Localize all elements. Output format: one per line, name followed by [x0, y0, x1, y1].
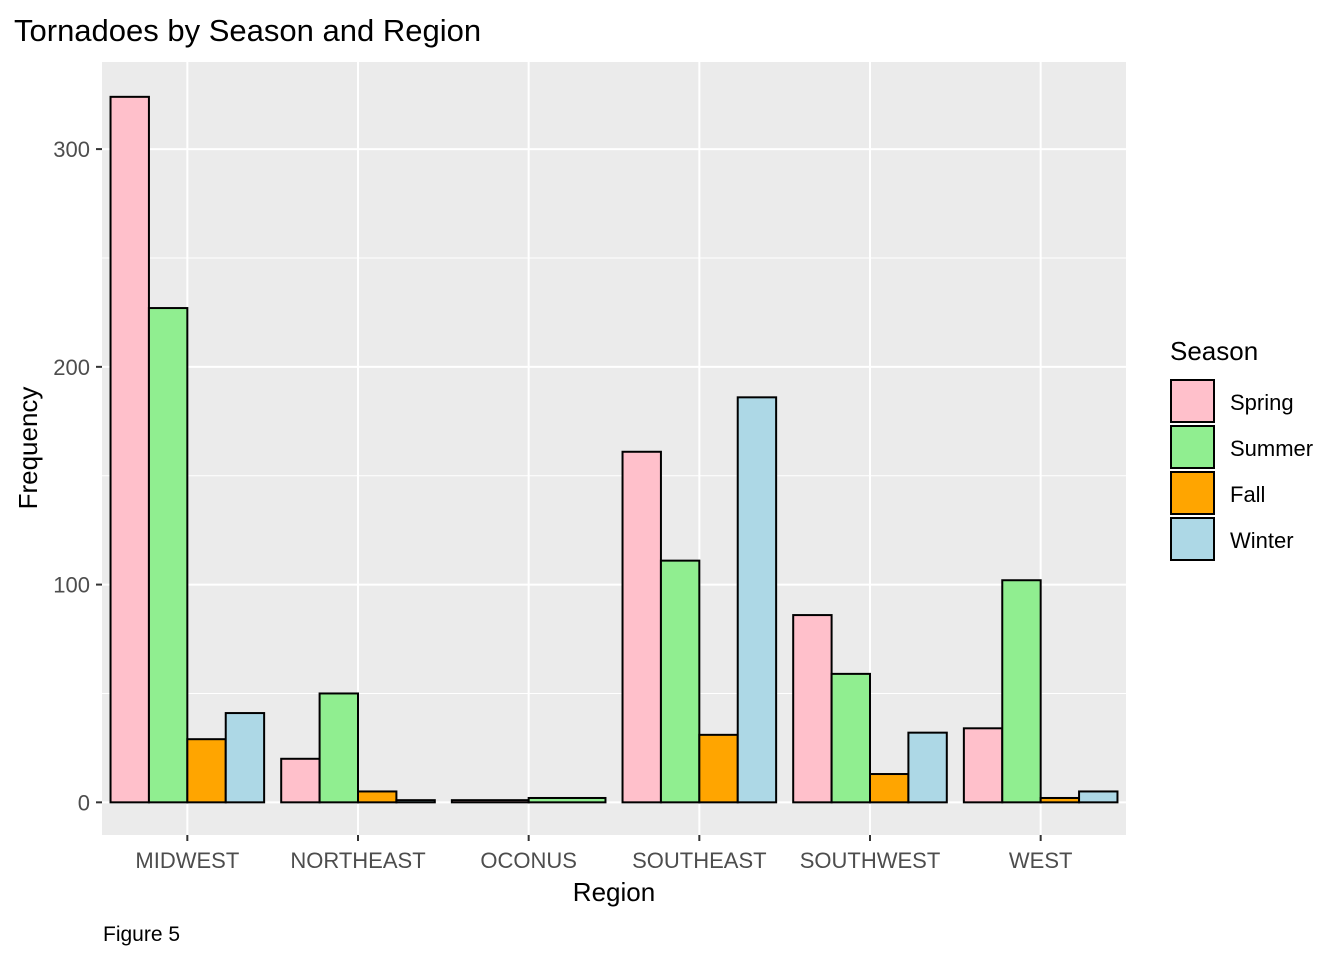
legend: Season Spring Summer Fall Winter [1170, 336, 1313, 561]
x-tick-label: SOUTHEAST [632, 848, 766, 873]
y-tick-label: 100 [53, 573, 90, 598]
legend-label-spring: Spring [1230, 390, 1294, 415]
plot-panel [102, 62, 1126, 835]
legend-label-winter: Winter [1230, 528, 1294, 553]
bar-fall-west [1039, 796, 1081, 804]
legend-key-summer [1170, 425, 1215, 469]
x-axis: MIDWEST NORTHEAST OCONUS SOUTHEAST SOUTHWEST… [135, 835, 1072, 873]
legend-key-fall [1170, 471, 1215, 515]
legend-title: Season [1170, 336, 1258, 366]
legend-label-fall: Fall [1230, 482, 1265, 507]
legend-key-spring [1170, 379, 1215, 423]
bar-spring-southeast [621, 450, 662, 804]
bar-winter-west [1078, 790, 1119, 804]
x-axis-title: Region [573, 877, 655, 907]
bar-fall-northeast [357, 790, 398, 804]
bars [109, 95, 1119, 804]
y-axis: 0 100 200 300 [53, 137, 102, 815]
figure-caption: Figure 5 [103, 923, 180, 946]
y-axis-title: Frequency [13, 387, 43, 510]
bar-spring-midwest [109, 95, 150, 804]
y-tick-label: 200 [53, 355, 90, 380]
bar-summer-west [1001, 579, 1042, 804]
bar-spring-oconus [450, 799, 530, 804]
bar-winter-midwest [224, 712, 266, 804]
y-tick-label: 300 [53, 137, 90, 162]
legend-key-winter [1170, 517, 1215, 561]
bar-fall-southwest [869, 773, 910, 804]
bar-winter-northeast [395, 799, 436, 804]
bar-spring-west [962, 727, 1004, 804]
legend-label-summer: Summer [1230, 436, 1313, 461]
bar-fall-midwest [186, 738, 227, 804]
x-tick-label: SOUTHWEST [800, 848, 941, 873]
bar-summer-southeast [659, 559, 701, 804]
y-tick-label: 0 [78, 790, 90, 815]
x-tick-label: WEST [1009, 848, 1073, 873]
bar-summer-midwest [147, 307, 189, 804]
bar-winter-southwest [907, 731, 948, 804]
bar-summer-oconus [527, 796, 607, 804]
bar-fall-southeast [698, 733, 739, 804]
bar-spring-northeast [280, 757, 321, 804]
x-tick-label: NORTHEAST [290, 848, 425, 873]
bar-winter-southeast [736, 396, 778, 804]
bar-spring-southwest [792, 614, 833, 804]
bar-summer-southwest [830, 672, 871, 804]
x-tick-label: MIDWEST [135, 848, 239, 873]
bar-summer-northeast [318, 692, 360, 804]
x-tick-label: OCONUS [480, 848, 577, 873]
chart-title: Tornadoes by Season and Region [14, 13, 481, 48]
